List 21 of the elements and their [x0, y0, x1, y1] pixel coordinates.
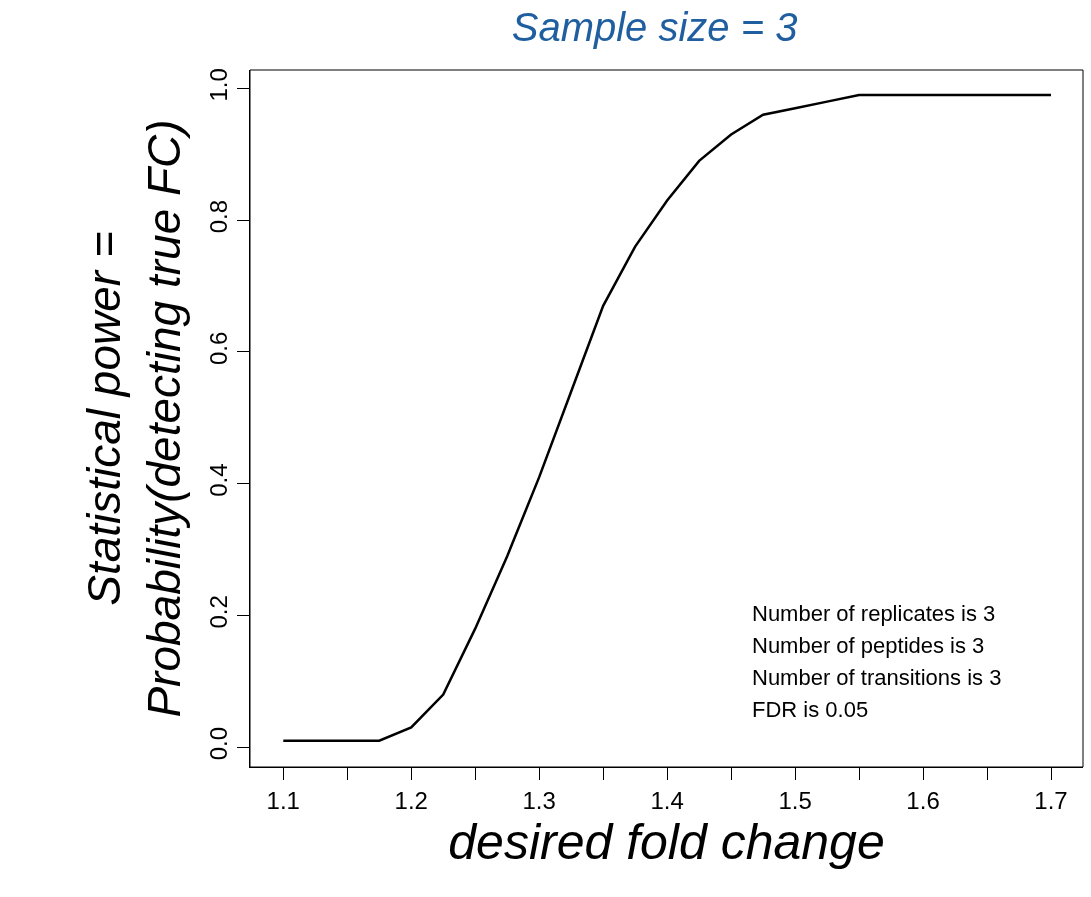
y-tick-label: 0.8: [205, 199, 233, 234]
x-tick-label: 1.7: [1034, 786, 1068, 814]
x-axis-title: desired fold change: [448, 813, 885, 870]
y-tick-label: 0.2: [205, 595, 233, 629]
x-tick-label: 1.2: [394, 786, 428, 814]
x-tick-label: 1.4: [650, 786, 684, 814]
x-tick-label: 1.5: [778, 786, 812, 814]
annotation: Number of peptides is 3: [752, 633, 985, 658]
x-tick-label: 1.6: [906, 786, 940, 814]
y-tick-label: 0.6: [205, 331, 233, 366]
y-tick-label: 0.0: [205, 726, 233, 761]
line-series: [282, 93, 1053, 742]
y-tick-label: 1.0: [205, 68, 233, 102]
annotation: FDR is 0.05: [752, 697, 869, 722]
y-axis-title: Statistical power = Probability(detecting true FC): [78, 119, 190, 718]
chart-title: Sample size = 3: [511, 5, 798, 50]
annotation: Number of transitions is 3: [752, 665, 1002, 690]
y-tick-label: 0.4: [205, 463, 233, 497]
x-tick-label: 1.1: [266, 786, 300, 814]
annotation: Number of replicates is 3: [752, 601, 996, 626]
x-tick-label: 1.3: [522, 786, 556, 814]
